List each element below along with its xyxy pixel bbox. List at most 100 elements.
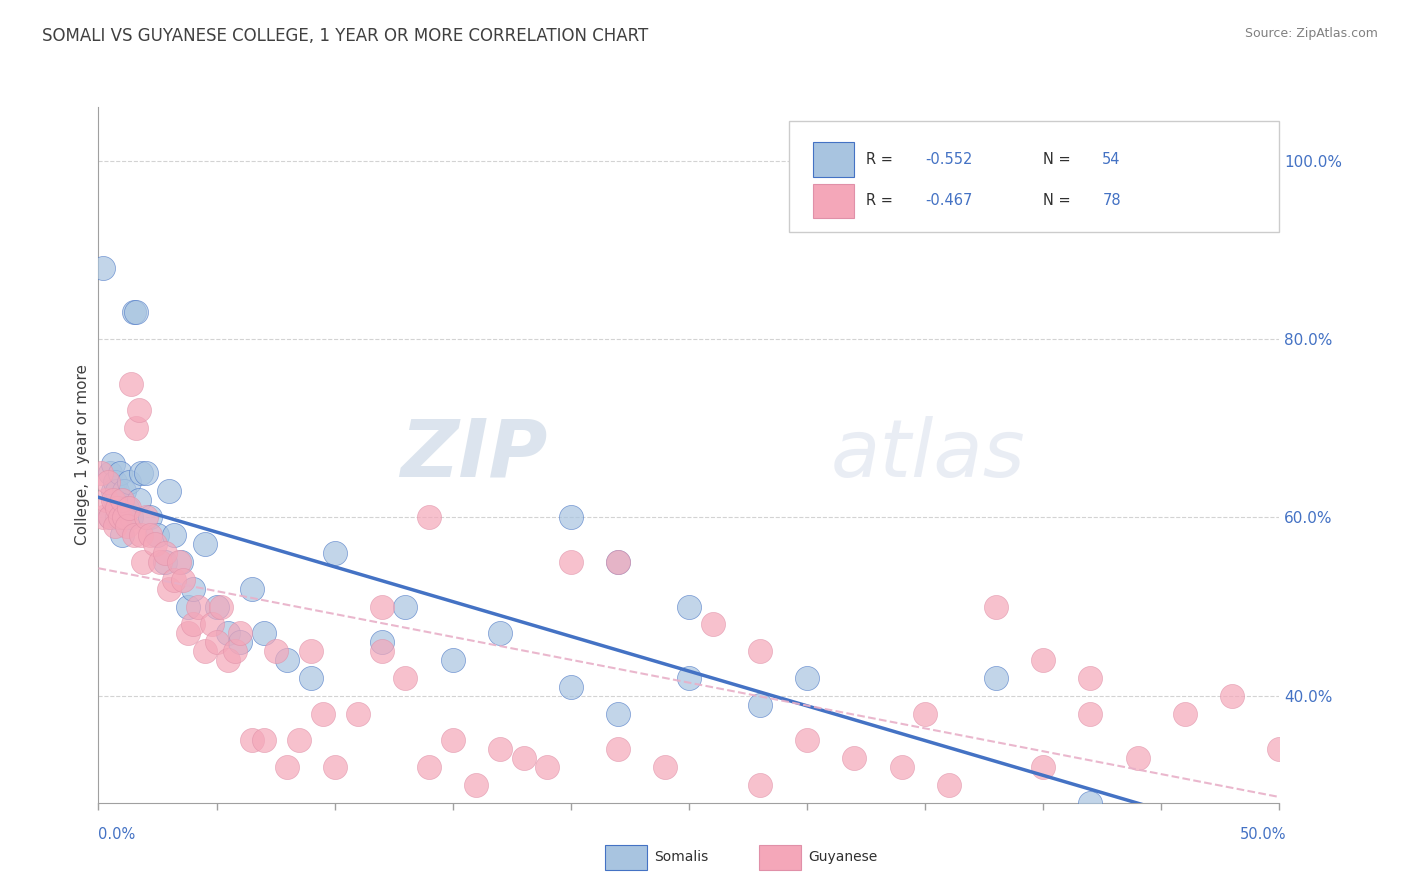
- Point: [122, 305, 145, 319]
- Point: [276, 653, 298, 667]
- Point: [607, 706, 630, 721]
- Point: [1080, 796, 1102, 810]
- Point: [1032, 760, 1054, 774]
- Point: [111, 492, 134, 507]
- Point: [984, 671, 1007, 685]
- Point: [347, 706, 370, 721]
- Point: [371, 599, 394, 614]
- Point: [104, 475, 127, 489]
- Text: 0.0%: 0.0%: [98, 827, 135, 841]
- Point: [143, 537, 166, 551]
- Point: [135, 466, 157, 480]
- Point: [115, 501, 138, 516]
- FancyBboxPatch shape: [789, 121, 1279, 232]
- Point: [441, 733, 464, 747]
- Text: N =: N =: [1043, 194, 1076, 209]
- Point: [217, 626, 239, 640]
- Point: [118, 475, 141, 489]
- Point: [441, 653, 464, 667]
- Point: [181, 617, 204, 632]
- Point: [157, 483, 180, 498]
- Point: [115, 519, 138, 533]
- Point: [101, 492, 124, 507]
- Point: [128, 492, 150, 507]
- Point: [122, 528, 145, 542]
- Point: [323, 546, 346, 560]
- Bar: [813, 184, 855, 219]
- Point: [128, 403, 150, 417]
- Point: [139, 528, 162, 542]
- Text: Guyanese: Guyanese: [808, 850, 877, 864]
- Point: [264, 644, 287, 658]
- Point: [112, 483, 135, 498]
- Point: [111, 492, 134, 507]
- Point: [205, 599, 228, 614]
- Point: [108, 466, 131, 480]
- Point: [796, 733, 818, 747]
- Text: 54: 54: [1102, 152, 1121, 167]
- Point: [153, 546, 176, 560]
- Point: [1126, 751, 1149, 765]
- Text: ZIP: ZIP: [399, 416, 547, 494]
- Text: 78: 78: [1102, 194, 1121, 209]
- Point: [112, 510, 135, 524]
- Point: [678, 671, 700, 685]
- Point: [129, 528, 152, 542]
- Point: [112, 510, 135, 524]
- Point: [209, 599, 232, 614]
- Point: [253, 626, 276, 640]
- Point: [194, 537, 217, 551]
- Point: [253, 733, 276, 747]
- Point: [217, 653, 239, 667]
- Point: [560, 555, 582, 569]
- Point: [678, 599, 700, 614]
- Point: [560, 680, 582, 694]
- Point: [139, 510, 162, 524]
- Point: [607, 555, 630, 569]
- Point: [224, 644, 246, 658]
- Point: [796, 671, 818, 685]
- Point: [371, 635, 394, 649]
- Point: [418, 510, 440, 524]
- Point: [418, 760, 440, 774]
- Point: [170, 555, 193, 569]
- Point: [560, 510, 582, 524]
- Point: [748, 778, 770, 792]
- Point: [1220, 689, 1243, 703]
- Point: [371, 644, 394, 658]
- Point: [938, 778, 960, 792]
- Point: [101, 483, 124, 498]
- Point: [167, 555, 190, 569]
- Point: [702, 617, 724, 632]
- Point: [394, 599, 416, 614]
- Point: [98, 466, 121, 480]
- Point: [98, 510, 121, 524]
- Point: [121, 510, 143, 524]
- Point: [187, 599, 209, 614]
- Point: [135, 510, 157, 524]
- Text: SOMALI VS GUYANESE COLLEGE, 1 YEAR OR MORE CORRELATION CHART: SOMALI VS GUYANESE COLLEGE, 1 YEAR OR MO…: [42, 27, 648, 45]
- Point: [748, 698, 770, 712]
- Point: [118, 501, 141, 516]
- Point: [177, 599, 200, 614]
- Point: [1080, 671, 1102, 685]
- Point: [125, 421, 148, 435]
- Y-axis label: College, 1 year or more: College, 1 year or more: [75, 365, 90, 545]
- Point: [229, 626, 252, 640]
- Point: [104, 519, 127, 533]
- Text: 50.0%: 50.0%: [1240, 827, 1286, 841]
- Text: Source: ZipAtlas.com: Source: ZipAtlas.com: [1244, 27, 1378, 40]
- Point: [194, 644, 217, 658]
- Point: [125, 305, 148, 319]
- Point: [240, 582, 263, 596]
- Text: R =: R =: [866, 194, 897, 209]
- Point: [90, 466, 112, 480]
- Point: [121, 376, 143, 391]
- Point: [105, 501, 128, 516]
- Text: -0.467: -0.467: [925, 194, 973, 209]
- Point: [1174, 706, 1197, 721]
- Point: [984, 599, 1007, 614]
- Point: [98, 510, 121, 524]
- Point: [163, 573, 186, 587]
- Point: [748, 644, 770, 658]
